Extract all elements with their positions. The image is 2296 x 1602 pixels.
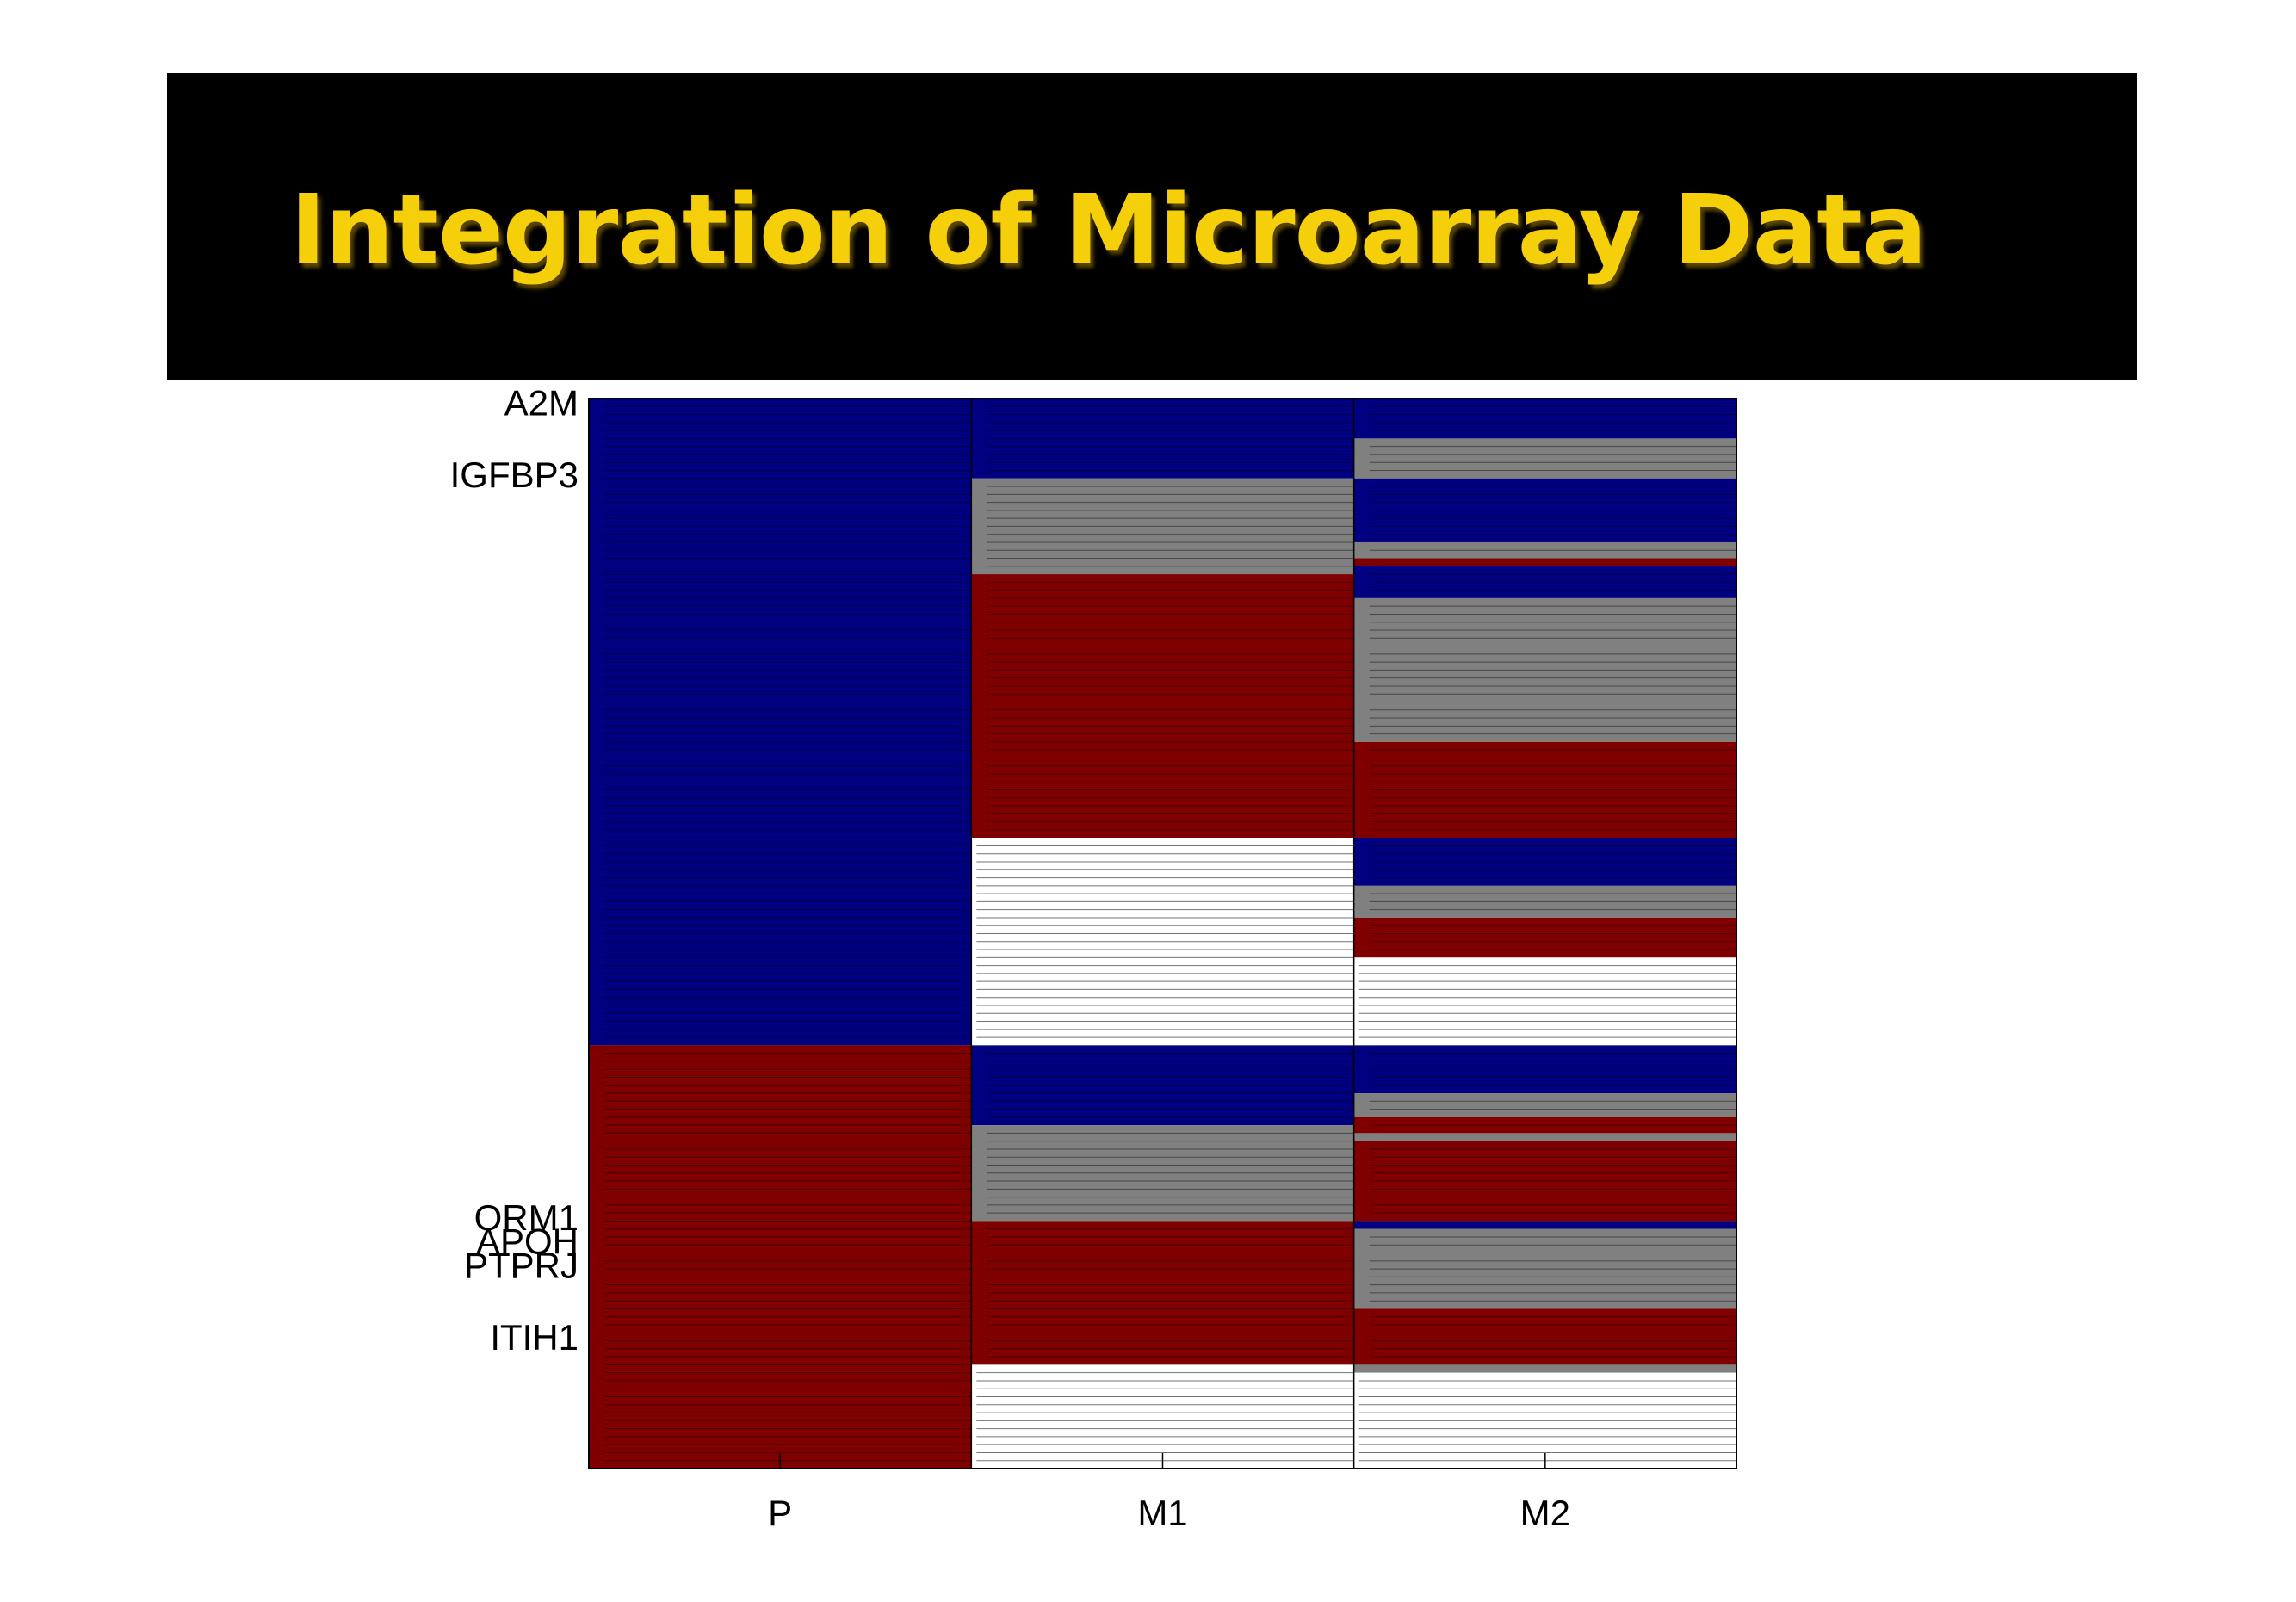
y-tick-label-apoh: APOH: [476, 1222, 579, 1262]
y-tick-label-orm1: ORM1: [474, 1197, 579, 1238]
heatmap-block-m2-20: [1353, 1364, 1736, 1373]
heatmap-block-m2-9: [1353, 885, 1736, 918]
y-tick-label-a2m: A2M: [504, 383, 579, 424]
heatmap-block-m2-12: [1353, 1045, 1736, 1094]
heatmap-block-m2-6: [1353, 597, 1736, 742]
heatmap-block-m2-19: [1353, 1308, 1736, 1365]
heatmap-block-m2-10: [1353, 917, 1736, 958]
heatmap-block-m2-14: [1353, 1116, 1736, 1134]
y-tick-label-ptprj: PTPRJ: [464, 1245, 579, 1285]
heatmap-block-p-0: [589, 399, 972, 1046]
heatmap-block-m1-0: [971, 399, 1354, 479]
heatmap-cells: [589, 399, 1736, 1469]
heatmap-block-m1-1: [971, 478, 1354, 575]
plot-border: [588, 398, 1737, 1469]
heatmap-column-labels: P M1 M2: [768, 1493, 1570, 1533]
y-tick-label-igfbp3: IGFBP3: [450, 455, 579, 495]
heatmap-row-lines: [604, 405, 1736, 1462]
heatmap-block-p-1: [589, 1045, 972, 1469]
title-banner: Integration of Microarray Data: [167, 73, 2137, 380]
x-tick-label-m1: M1: [1137, 1493, 1187, 1533]
heatmap-block-m1-5: [971, 1125, 1354, 1222]
y-tick-label-itih1: ITIH1: [490, 1317, 579, 1358]
heatmap-block-m2-5: [1353, 566, 1736, 598]
heatmap-block-m2-7: [1353, 741, 1736, 838]
x-tick-label-m2: M2: [1520, 1493, 1570, 1533]
slide-title: Integration of Microarray Data: [290, 175, 1927, 287]
heatmap-block-m2-4: [1353, 558, 1736, 566]
heatmap-block-m2-2: [1353, 478, 1736, 542]
heatmap-block-m2-18: [1353, 1228, 1736, 1309]
heatmap-block-m2-13: [1353, 1093, 1736, 1117]
heatmap-block-m1-7: [971, 1364, 1354, 1469]
heatmap-block-m1-6: [971, 1221, 1354, 1365]
heatmap-block-m2-0: [1353, 399, 1736, 439]
heatmap-block-m2-3: [1353, 541, 1736, 559]
heatmap-block-m1-4: [971, 1045, 1354, 1126]
heatmap-block-m2-17: [1353, 1221, 1736, 1229]
heatmap-block-m2-15: [1353, 1133, 1736, 1141]
heatmap-block-m2-8: [1353, 838, 1736, 886]
heatmap-block-m1-2: [971, 574, 1354, 838]
heatmap-block-m2-11: [1353, 957, 1736, 1046]
heatmap-block-m2-1: [1353, 438, 1736, 479]
heatmap-block-m2-16: [1353, 1141, 1736, 1222]
x-tick-label-p: P: [768, 1493, 792, 1533]
heatmap-frame: [588, 398, 1737, 1469]
